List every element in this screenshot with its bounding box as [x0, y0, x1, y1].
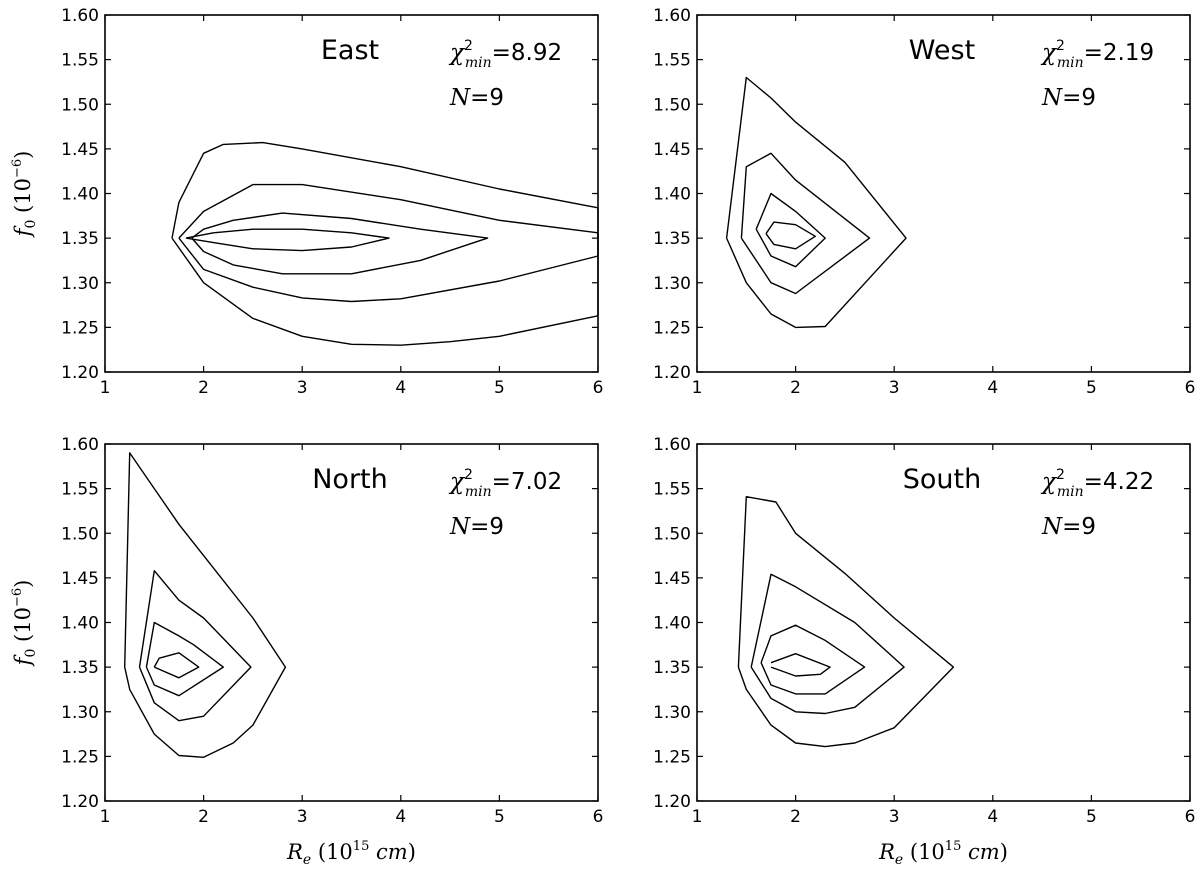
n-annotation: N=9 — [1041, 514, 1096, 540]
chi2-annotation: χ2 min=2.19 — [1040, 38, 1154, 71]
contour-line — [740, 152, 871, 295]
y-tick-label: 1.55 — [653, 480, 691, 500]
y-tick-label: 1.30 — [653, 703, 691, 723]
x-tick-label: 4 — [395, 378, 406, 398]
n-annotation: N=9 — [1041, 85, 1096, 111]
contour-line — [765, 221, 816, 250]
y-tick-label: 1.35 — [61, 658, 99, 678]
x-tick-label: 6 — [593, 378, 604, 398]
y-tick-label: 1.50 — [61, 95, 99, 115]
n-annotation: N=9 — [449, 514, 504, 540]
y-tick-label: 1.60 — [653, 6, 691, 26]
contour-line — [171, 141, 599, 346]
y-tick-label: 1.60 — [653, 435, 691, 455]
y-tick-label: 1.50 — [653, 524, 691, 544]
x-tick-label: 5 — [1086, 807, 1097, 827]
y-tick-label: 1.40 — [653, 614, 691, 634]
x-tick-label: 4 — [395, 807, 406, 827]
contour-line — [153, 652, 200, 679]
y-tick-label: 1.55 — [653, 51, 691, 71]
x-tick-label: 6 — [1185, 807, 1196, 827]
x-tick-label: 1 — [692, 807, 703, 827]
x-axis-label: Re (1015 cm) — [286, 839, 416, 868]
x-tick-label: 1 — [100, 807, 111, 827]
plot-frame — [104, 443, 599, 802]
y-tick-label: 1.20 — [653, 363, 691, 383]
x-axis-label: Re (1015 cm) — [878, 839, 1008, 868]
y-axis-label: f0 (10−6) — [10, 580, 39, 668]
contour-line — [737, 496, 955, 748]
y-tick-label: 1.55 — [61, 51, 99, 71]
y-tick-label: 1.50 — [653, 95, 691, 115]
x-tick-label: 3 — [297, 378, 308, 398]
panel-title: South — [903, 464, 981, 495]
y-tick-label: 1.45 — [61, 569, 99, 589]
y-tick-label: 1.50 — [61, 524, 99, 544]
y-tick-label: 1.35 — [653, 658, 691, 678]
panel-north: 1 2 3 4 5 6 1.20 1.25 1.30 1.35 1.40 1.45 1.50 1.55 1.… — [10, 435, 603, 868]
y-tick-label: 1.45 — [653, 569, 691, 589]
panel-south: 1 2 3 4 5 6 1.20 1.25 1.30 1.35 1.40 1.45 1.50 1.55 1.… — [653, 435, 1195, 868]
panel-west: 1 2 3 4 5 6 1.20 1.25 1.30 1.35 1.40 1.45 1.50 1.55 1.… — [653, 6, 1195, 398]
x-tick-label: 5 — [494, 378, 505, 398]
y-tick-label: 1.25 — [653, 747, 691, 767]
x-tick-label: 4 — [987, 378, 998, 398]
y-axis-label: f0 (10−6) — [10, 151, 39, 239]
plot-frame — [696, 443, 1191, 802]
x-tick-label: 2 — [790, 807, 801, 827]
x-tick-label: 5 — [494, 807, 505, 827]
y-tick-label: 1.35 — [653, 229, 691, 249]
y-tick-label: 1.60 — [61, 435, 99, 455]
x-tick-label: 2 — [198, 378, 209, 398]
contour-line — [124, 452, 287, 758]
x-tick-label: 6 — [1185, 378, 1196, 398]
x-tick-label: 3 — [889, 378, 900, 398]
y-tick-label: 1.40 — [61, 185, 99, 205]
y-tick-label: 1.20 — [61, 363, 99, 383]
chi2-annotation: χ2 min=8.92 — [448, 38, 562, 71]
x-tick-label: 3 — [889, 807, 900, 827]
y-tick-label: 1.45 — [653, 140, 691, 160]
n-annotation: N=9 — [449, 85, 504, 111]
y-tick-label: 1.20 — [653, 792, 691, 812]
panel-title: West — [909, 35, 975, 66]
y-tick-label: 1.25 — [61, 747, 99, 767]
x-tick-label: 1 — [100, 378, 111, 398]
contour-line — [755, 192, 826, 268]
contour-line — [725, 76, 907, 329]
chi2-annotation: χ2 min=7.02 — [448, 467, 562, 500]
contour-line — [770, 653, 831, 677]
contour-line — [185, 228, 390, 252]
y-tick-label: 1.30 — [653, 274, 691, 294]
contour-line — [145, 621, 224, 697]
y-tick-label: 1.25 — [61, 318, 99, 338]
x-tick-label: 1 — [692, 378, 703, 398]
x-tick-label: 3 — [297, 807, 308, 827]
contour-line — [191, 212, 489, 275]
contour-line — [750, 573, 905, 715]
y-tick-label: 1.55 — [61, 480, 99, 500]
contour-line — [760, 624, 866, 695]
y-tick-label: 1.40 — [653, 185, 691, 205]
y-tick-label: 1.30 — [61, 274, 99, 294]
y-tick-label: 1.60 — [61, 6, 99, 26]
y-tick-label: 1.25 — [653, 318, 691, 338]
contour-line — [178, 183, 599, 303]
contour-line — [138, 570, 252, 722]
x-tick-label: 2 — [198, 807, 209, 827]
y-tick-label: 1.40 — [61, 614, 99, 634]
panel-title: East — [321, 35, 379, 66]
x-tick-label: 4 — [987, 807, 998, 827]
x-tick-label: 6 — [593, 807, 604, 827]
y-tick-label: 1.30 — [61, 703, 99, 723]
y-tick-label: 1.35 — [61, 229, 99, 249]
chi2-annotation: χ2 min=4.22 — [1040, 467, 1154, 500]
x-tick-label: 5 — [1086, 378, 1097, 398]
y-tick-label: 1.45 — [61, 140, 99, 160]
y-tick-label: 1.20 — [61, 792, 99, 812]
panel-title: North — [312, 464, 388, 495]
panel-east: 1 2 3 4 5 6 1.20 1.25 1.30 1.35 1.40 1.45 1.50 1.55 1.… — [10, 6, 603, 398]
x-tick-label: 2 — [790, 378, 801, 398]
